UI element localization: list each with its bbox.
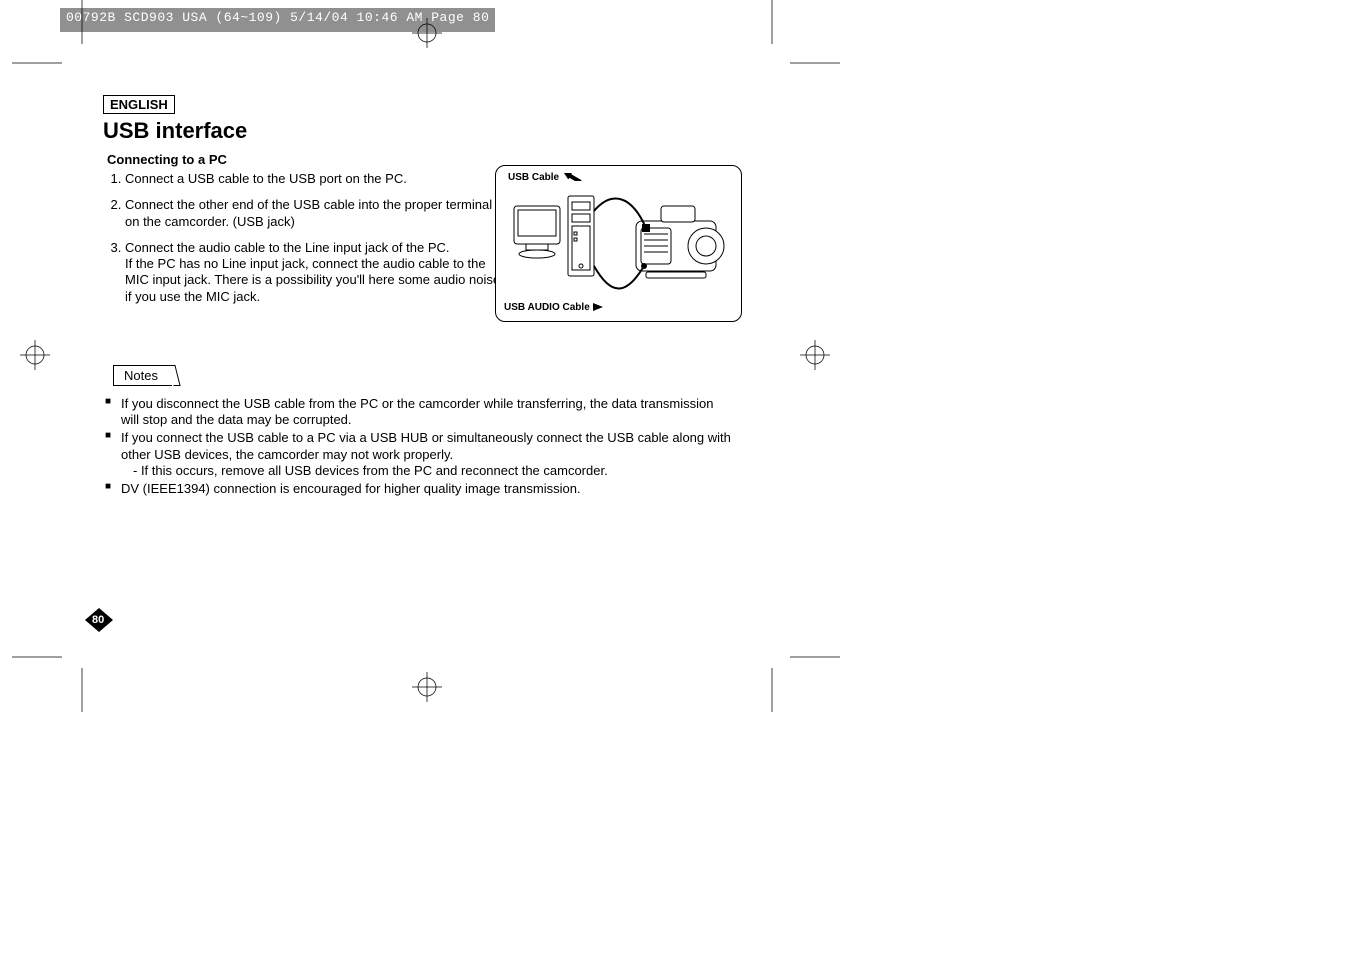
notes-heading: Notes <box>113 365 172 386</box>
registration-mark-right <box>800 340 830 370</box>
registration-mark-top <box>412 18 442 48</box>
step-item: Connect the other end of the USB cable i… <box>125 197 505 230</box>
notes-heading-wrap: Notes <box>113 365 743 386</box>
crop-mark-br <box>790 650 840 664</box>
note-text: If you connect the USB cable to a PC via… <box>121 430 731 461</box>
diagram-illustration <box>496 166 741 321</box>
connection-diagram: USB Cable USB AUDIO Cable <box>495 165 742 322</box>
note-item: DV (IEEE1394) connection is encouraged f… <box>121 481 731 497</box>
steps-list: Connect a USB cable to the USB port on t… <box>103 171 505 305</box>
page-title: USB interface <box>103 118 743 144</box>
page-number: 80 <box>92 614 104 626</box>
notes-list: If you disconnect the USB cable from the… <box>103 396 731 498</box>
crop-mark-tl <box>12 56 62 70</box>
crop-mark-tr-v <box>765 0 779 44</box>
crop-mark-br-v <box>765 668 779 712</box>
registration-mark-left <box>20 340 50 370</box>
crop-mark-bl <box>12 650 62 664</box>
crop-mark-tr <box>790 56 840 70</box>
crop-mark-bl-v <box>75 668 89 712</box>
crop-mark-tl-v <box>75 0 89 44</box>
note-item: If you connect the USB cable to a PC via… <box>121 430 731 479</box>
step-item: Connect the audio cable to the Line inpu… <box>125 240 505 305</box>
registration-mark-bottom <box>412 672 442 702</box>
language-badge: ENGLISH <box>103 95 175 114</box>
note-item: If you disconnect the USB cable from the… <box>121 396 731 429</box>
note-sub-item: - If this occurs, remove all USB devices… <box>133 463 731 479</box>
step-item: Connect a USB cable to the USB port on t… <box>125 171 505 187</box>
